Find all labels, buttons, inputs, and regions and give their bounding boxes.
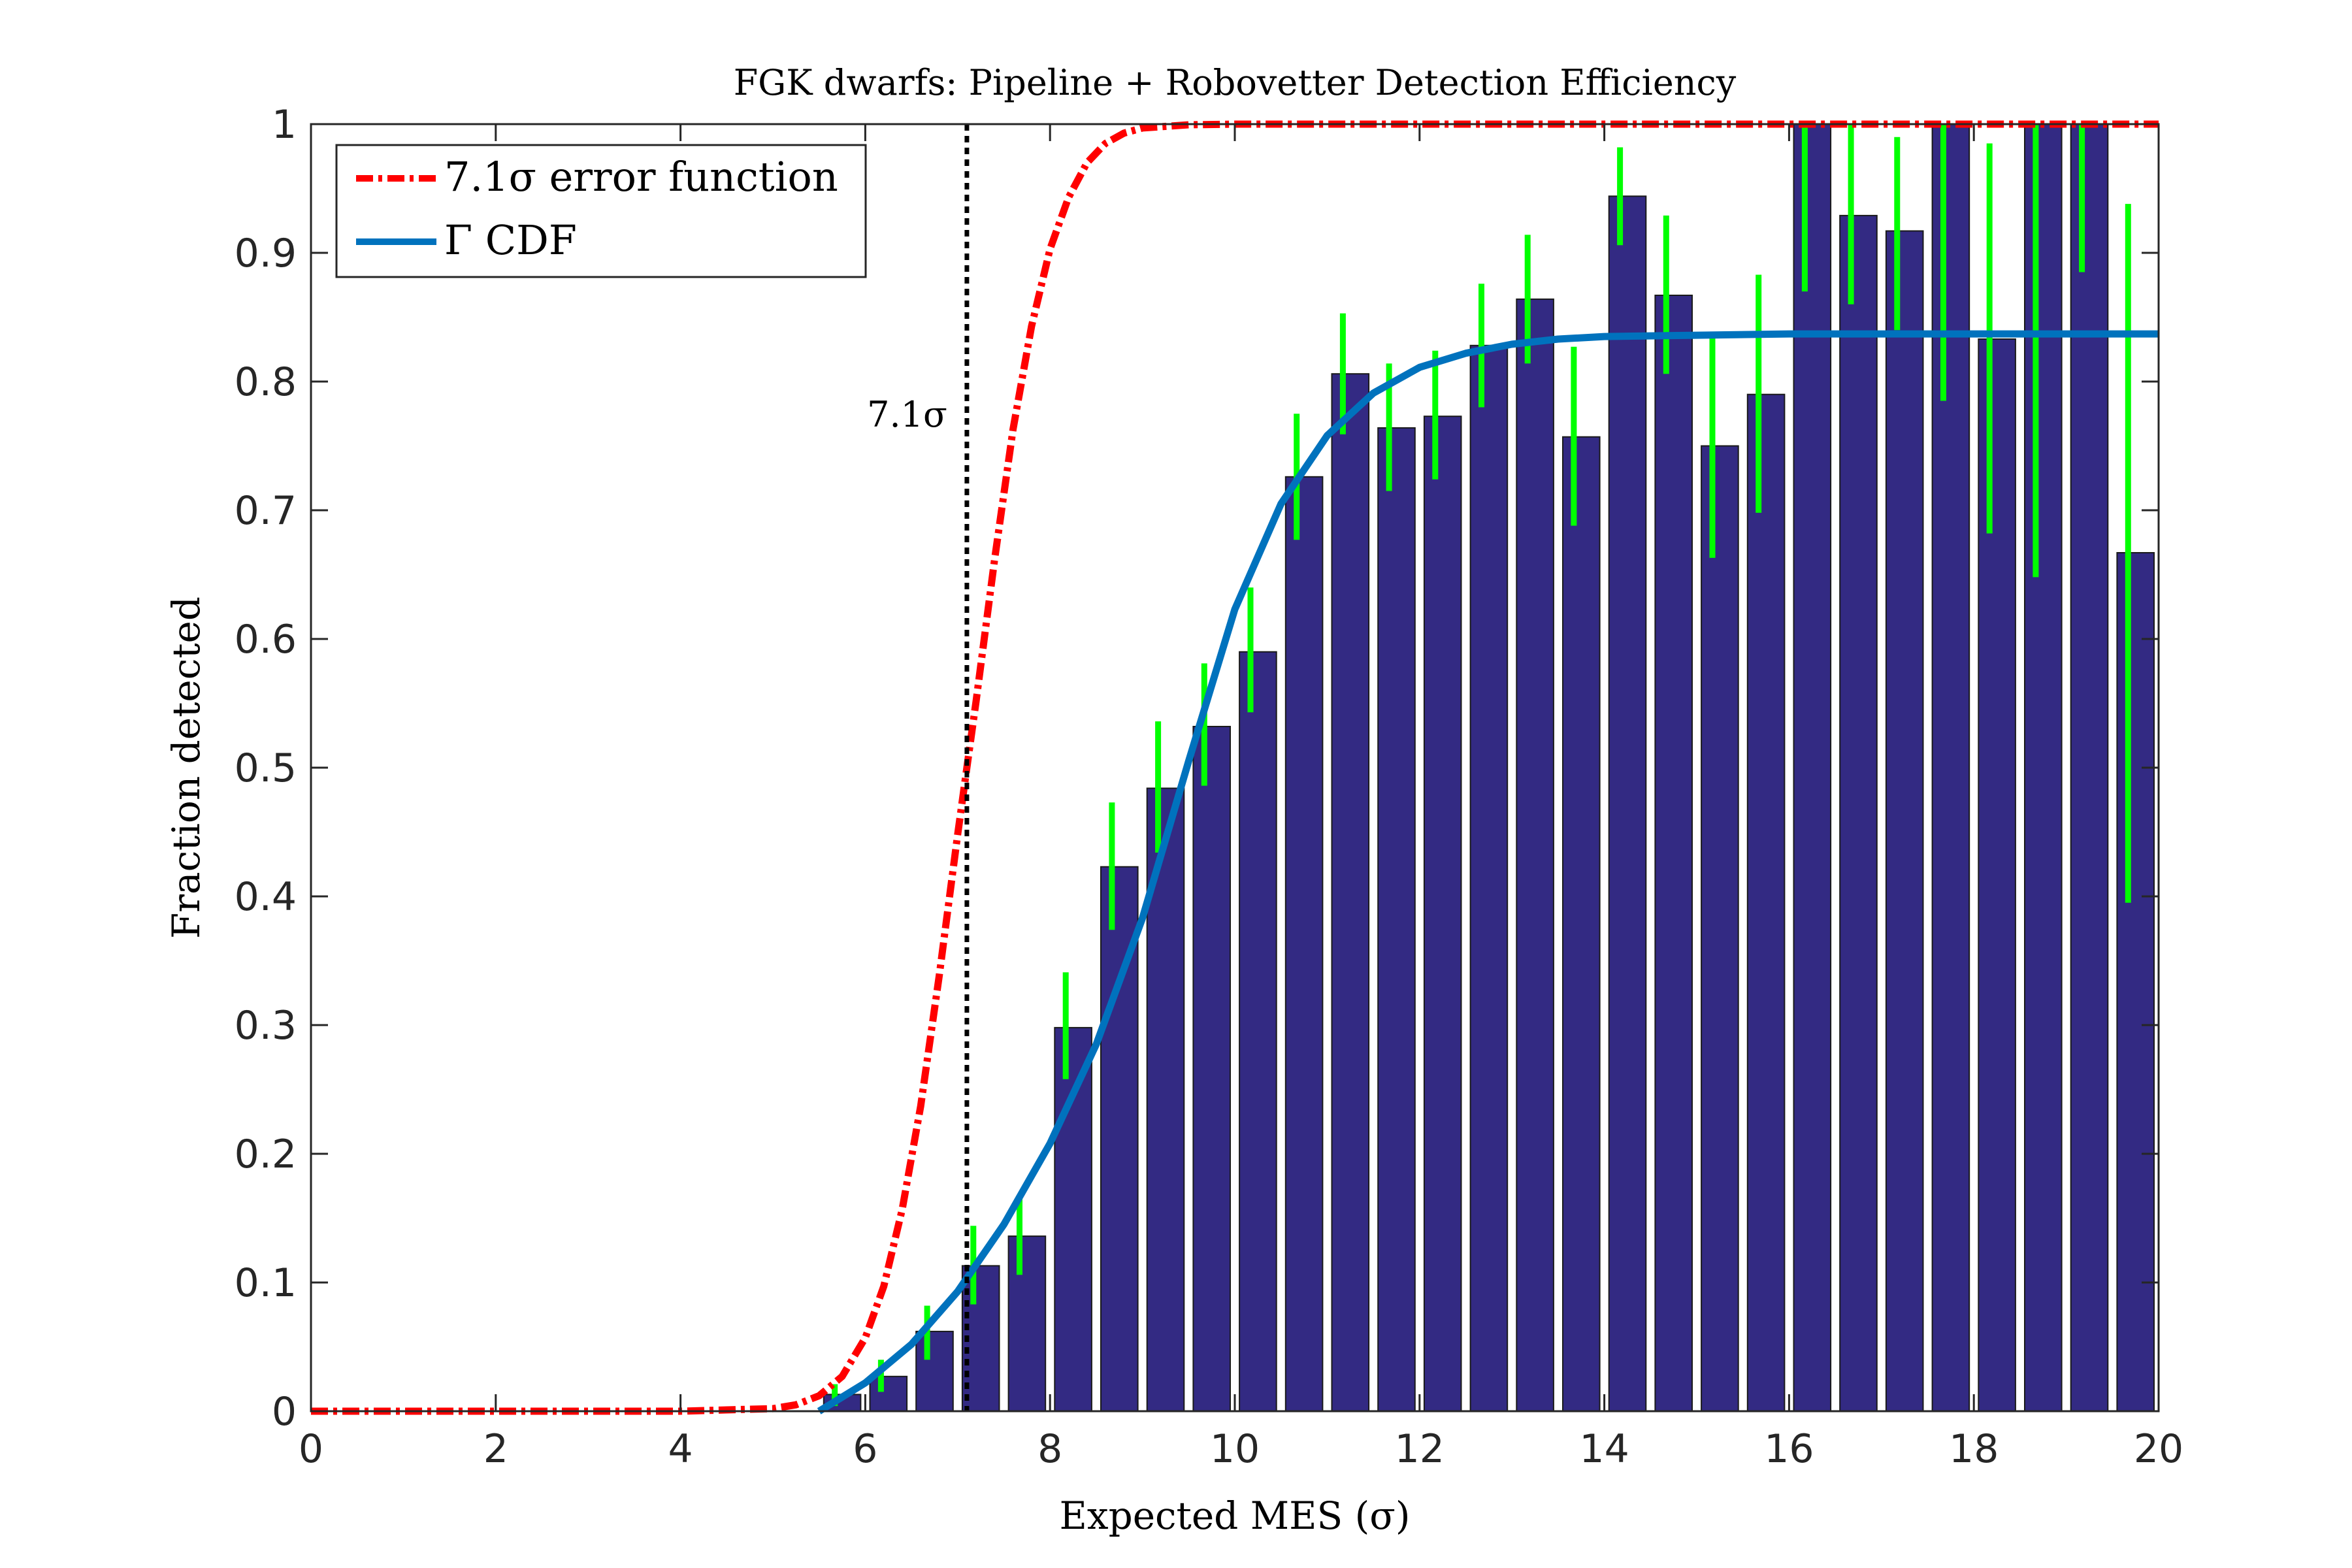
bar-10 [1284, 476, 1324, 1412]
y-tick-label-10: 1 [272, 102, 297, 148]
y-tick-label-1: 0.1 [235, 1260, 297, 1306]
bar-2 [915, 1330, 954, 1413]
bar-14 [1469, 344, 1509, 1412]
y-tick-label-0: 0 [272, 1389, 297, 1435]
bar-8 [1192, 726, 1232, 1412]
bar-13 [1423, 416, 1462, 1413]
legend-label-erf: 7.1σ error function [444, 153, 838, 201]
y-tick-label-8: 0.8 [235, 359, 297, 405]
bar-19 [1701, 445, 1739, 1412]
x-tick-label-10: 20 [2134, 1426, 2183, 1472]
legend-label-gamma: Γ CDF [444, 216, 577, 264]
error-bars [832, 124, 2131, 1407]
bar-28 [2116, 552, 2155, 1412]
x-tick-label-8: 16 [1764, 1426, 1814, 1472]
y-tick-label-4: 0.4 [235, 874, 297, 920]
bar-17 [1608, 195, 1647, 1412]
x-tick-label-4: 8 [1037, 1426, 1062, 1472]
x-tick-label-9: 18 [1949, 1426, 1999, 1472]
bar-1 [869, 1375, 908, 1413]
y-tick-label-3: 0.3 [235, 1003, 297, 1049]
bar-21 [1793, 123, 1832, 1412]
bar-4 [1007, 1235, 1047, 1412]
bar-27 [2070, 123, 2109, 1412]
y-tick-label-6: 0.6 [235, 617, 297, 662]
y-tick-label-5: 0.5 [235, 745, 297, 791]
legend-box [335, 144, 867, 278]
y-axis-label: Fraction detected [164, 596, 208, 939]
x-tick-label-2: 4 [668, 1426, 693, 1472]
bar-25 [1978, 338, 2016, 1412]
x-tick-label-0: 0 [299, 1426, 323, 1472]
bar-22 [1839, 214, 1878, 1412]
bar-12 [1377, 427, 1416, 1412]
chart-title: FGK dwarfs: Pipeline + Robovetter Detect… [734, 62, 1737, 103]
bars [823, 123, 2155, 1413]
legend: 7.1σ error function Γ CDF [335, 144, 867, 278]
x-tick-label-6: 12 [1395, 1426, 1445, 1472]
bar-26 [2024, 123, 2063, 1412]
axis-ticks: 0 2 4 6 8 10 12 14 16 18 20 0 0.1 0.2 0.3 0.4 0.5 0.6 0.7 0… [235, 102, 2184, 1472]
x-tick-label-3: 6 [853, 1426, 877, 1472]
y-tick-label-2: 0.2 [235, 1132, 297, 1177]
x-tick-label-7: 14 [1579, 1426, 1629, 1472]
bar-15 [1516, 298, 1554, 1412]
x-tick-label-1: 2 [483, 1426, 508, 1472]
bar-16 [1562, 436, 1601, 1413]
y-tick-label-9: 0.9 [235, 231, 297, 276]
bar-11 [1331, 373, 1370, 1413]
bar-18 [1654, 295, 1693, 1412]
bar-23 [1885, 230, 1924, 1412]
x-tick-label-5: 10 [1210, 1426, 1260, 1472]
x-axis-label: Expected MES (σ) [1060, 1494, 1411, 1538]
gamma-cdf-curve [817, 330, 2159, 1414]
bar-24 [1931, 123, 1970, 1412]
bar-5 [1054, 1026, 1092, 1412]
y-tick-label-7: 0.7 [235, 488, 297, 534]
bar-9 [1239, 651, 1277, 1413]
threshold-label: 7.1σ [867, 394, 947, 435]
erf-curve [311, 120, 2159, 1415]
bar-20 [1746, 393, 1786, 1413]
annotations: 7.1σ [867, 124, 970, 1411]
curves [311, 120, 2159, 1415]
